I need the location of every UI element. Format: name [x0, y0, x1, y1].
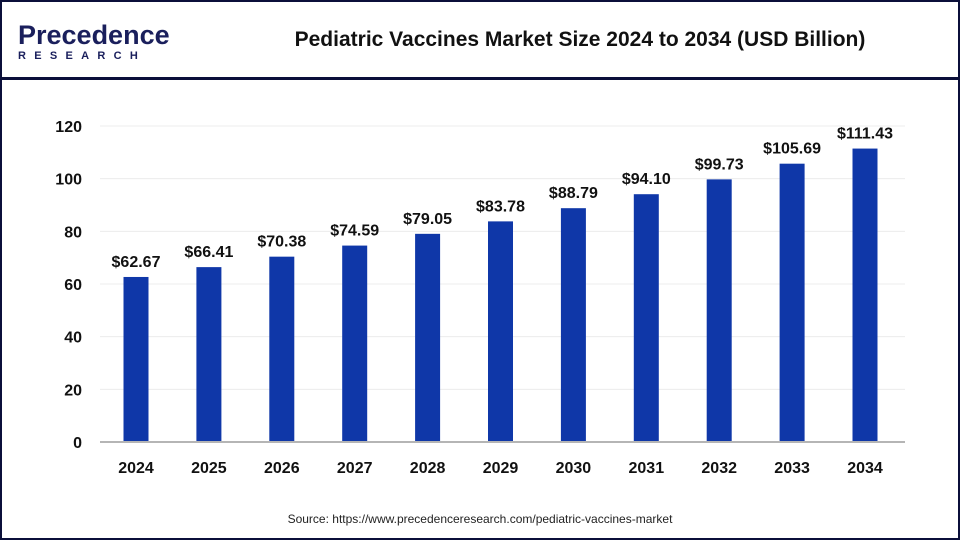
x-tick-label: 2029 [483, 460, 519, 477]
header: Precedence RESEARCH Pediatric Vaccines M… [0, 0, 960, 80]
x-tick-label: 2028 [410, 460, 446, 477]
x-tick-label: 2033 [774, 460, 810, 477]
bar [196, 267, 222, 442]
y-tick-label: 100 [55, 172, 82, 189]
logo-sub-text: RESEARCH [18, 50, 147, 62]
data-label: $99.73 [695, 156, 744, 173]
bar [123, 276, 149, 442]
y-tick-label: 80 [64, 224, 82, 241]
y-tick-label: 120 [55, 119, 82, 136]
x-tick-label: 2031 [629, 460, 665, 477]
bar [269, 256, 295, 442]
data-label: $105.69 [763, 141, 821, 158]
source-text: Source: https://www.precedenceresearch.c… [287, 512, 673, 526]
bar [488, 221, 513, 442]
x-tick-label: 2030 [556, 460, 592, 477]
chart-title: Pediatric Vaccines Market Size 2024 to 2… [294, 28, 866, 51]
x-tick-label: 2026 [264, 460, 300, 477]
data-label: $88.79 [549, 185, 598, 202]
x-tick-label: 2034 [847, 460, 883, 477]
logo: Precedence RESEARCH [18, 20, 170, 63]
data-label: $111.43 [837, 126, 893, 143]
bar [415, 233, 441, 442]
x-tick-label: 2032 [701, 460, 737, 477]
bar [560, 208, 586, 442]
data-label: $74.59 [330, 223, 379, 240]
bar [706, 179, 732, 442]
x-tick-label: 2025 [191, 460, 227, 477]
bar [852, 148, 878, 442]
bar [342, 245, 368, 442]
data-label: $83.78 [476, 198, 525, 215]
y-tick-label: 60 [64, 277, 82, 294]
y-tick-label: 0 [73, 435, 82, 452]
data-label: $70.38 [257, 234, 306, 251]
x-tick-label: 2027 [337, 460, 373, 477]
bar [779, 163, 805, 443]
x-tick-label: 2024 [118, 460, 154, 477]
data-label: $79.05 [403, 211, 452, 228]
logo-main-text: Precedence [18, 20, 170, 50]
data-label: $66.41 [184, 244, 233, 261]
bar [633, 194, 659, 442]
data-label: $94.10 [622, 171, 671, 188]
y-tick-label: 40 [64, 330, 82, 347]
data-label: $62.67 [112, 254, 161, 271]
y-tick-label: 20 [64, 382, 82, 399]
